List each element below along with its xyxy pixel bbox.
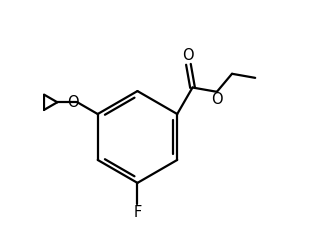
Text: O: O (211, 92, 223, 107)
Text: O: O (183, 48, 194, 63)
Text: F: F (133, 205, 142, 220)
Text: O: O (67, 95, 79, 110)
